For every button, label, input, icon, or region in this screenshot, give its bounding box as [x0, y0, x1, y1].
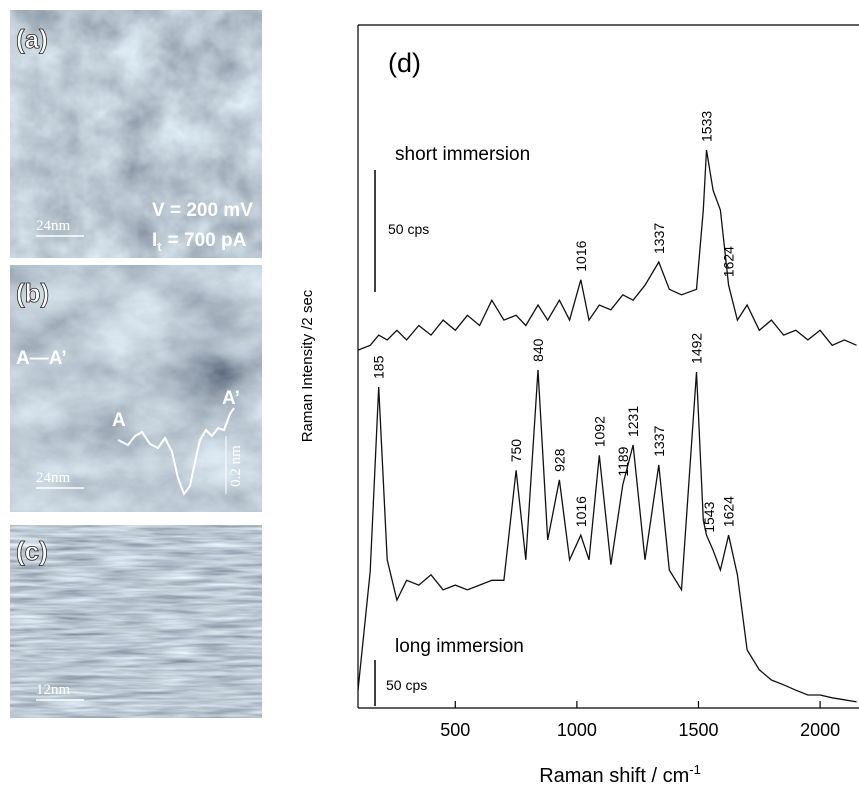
- bias-voltage: V = 200 mV: [152, 200, 253, 221]
- panel-label: (d): [388, 48, 421, 78]
- peak-label: 1543: [701, 501, 717, 532]
- peak-label: 1016: [573, 496, 589, 527]
- intensity-scale-label: 50 cps: [386, 677, 427, 693]
- x-tick-label: 2000: [800, 720, 840, 740]
- peak-label: 185: [371, 355, 387, 379]
- profile-end: A’: [222, 388, 240, 409]
- series-label: short immersion: [395, 144, 530, 165]
- height-profile: [117, 407, 235, 497]
- peak-label: 1337: [651, 223, 667, 254]
- x-tick-label: 1500: [678, 720, 718, 740]
- peak-label: 1092: [591, 416, 607, 447]
- x-tick-label: 1000: [557, 720, 597, 740]
- profile-start: A: [112, 410, 126, 431]
- peak-label: 1016: [573, 240, 589, 271]
- height-label: 0.2 nm: [228, 445, 244, 487]
- x-tick-label: 500: [440, 720, 470, 740]
- peak-label: 750: [508, 439, 524, 463]
- current-value: = 700 pA: [168, 230, 247, 251]
- peak-label: 1189: [615, 446, 631, 476]
- x-axis-label-text: Raman shift / cm: [539, 765, 689, 787]
- current-sub: t: [157, 239, 162, 254]
- panel-label: (b): [16, 278, 49, 308]
- spectrum-line: [357, 149, 857, 351]
- intensity-scale-label: 50 cps: [388, 221, 429, 237]
- scale-label: 12nm: [36, 682, 71, 698]
- stm-image: [10, 10, 262, 258]
- peak-label: 1231: [625, 406, 641, 437]
- peak-label: 1337: [651, 425, 667, 456]
- x-axis-label-sup: -1: [689, 762, 701, 777]
- x-axis-label: Raman shift / cm-1: [539, 762, 701, 787]
- peak-label: 1624: [721, 246, 737, 277]
- line-label: A—A’: [16, 348, 67, 369]
- series-label: long immersion: [395, 636, 524, 657]
- peak-label: 1533: [699, 111, 715, 142]
- stm-image: [10, 265, 262, 512]
- stm-image: [10, 525, 262, 718]
- current-symbol: I: [152, 230, 157, 251]
- peak-label: 1624: [721, 496, 737, 527]
- peak-label: 928: [551, 448, 567, 472]
- peak-label: 1492: [689, 333, 705, 364]
- panel-label: (a): [16, 24, 48, 54]
- peak-label: 840: [530, 338, 546, 362]
- scale-label: 24nm: [36, 218, 71, 234]
- panel-label: (c): [16, 536, 48, 566]
- tunnel-current: It = 700 pA: [152, 230, 247, 254]
- scale-label: 24nm: [36, 470, 71, 486]
- spectrum-line: [357, 369, 857, 703]
- y-axis-label: Raman Intensity /2 sec: [299, 289, 316, 442]
